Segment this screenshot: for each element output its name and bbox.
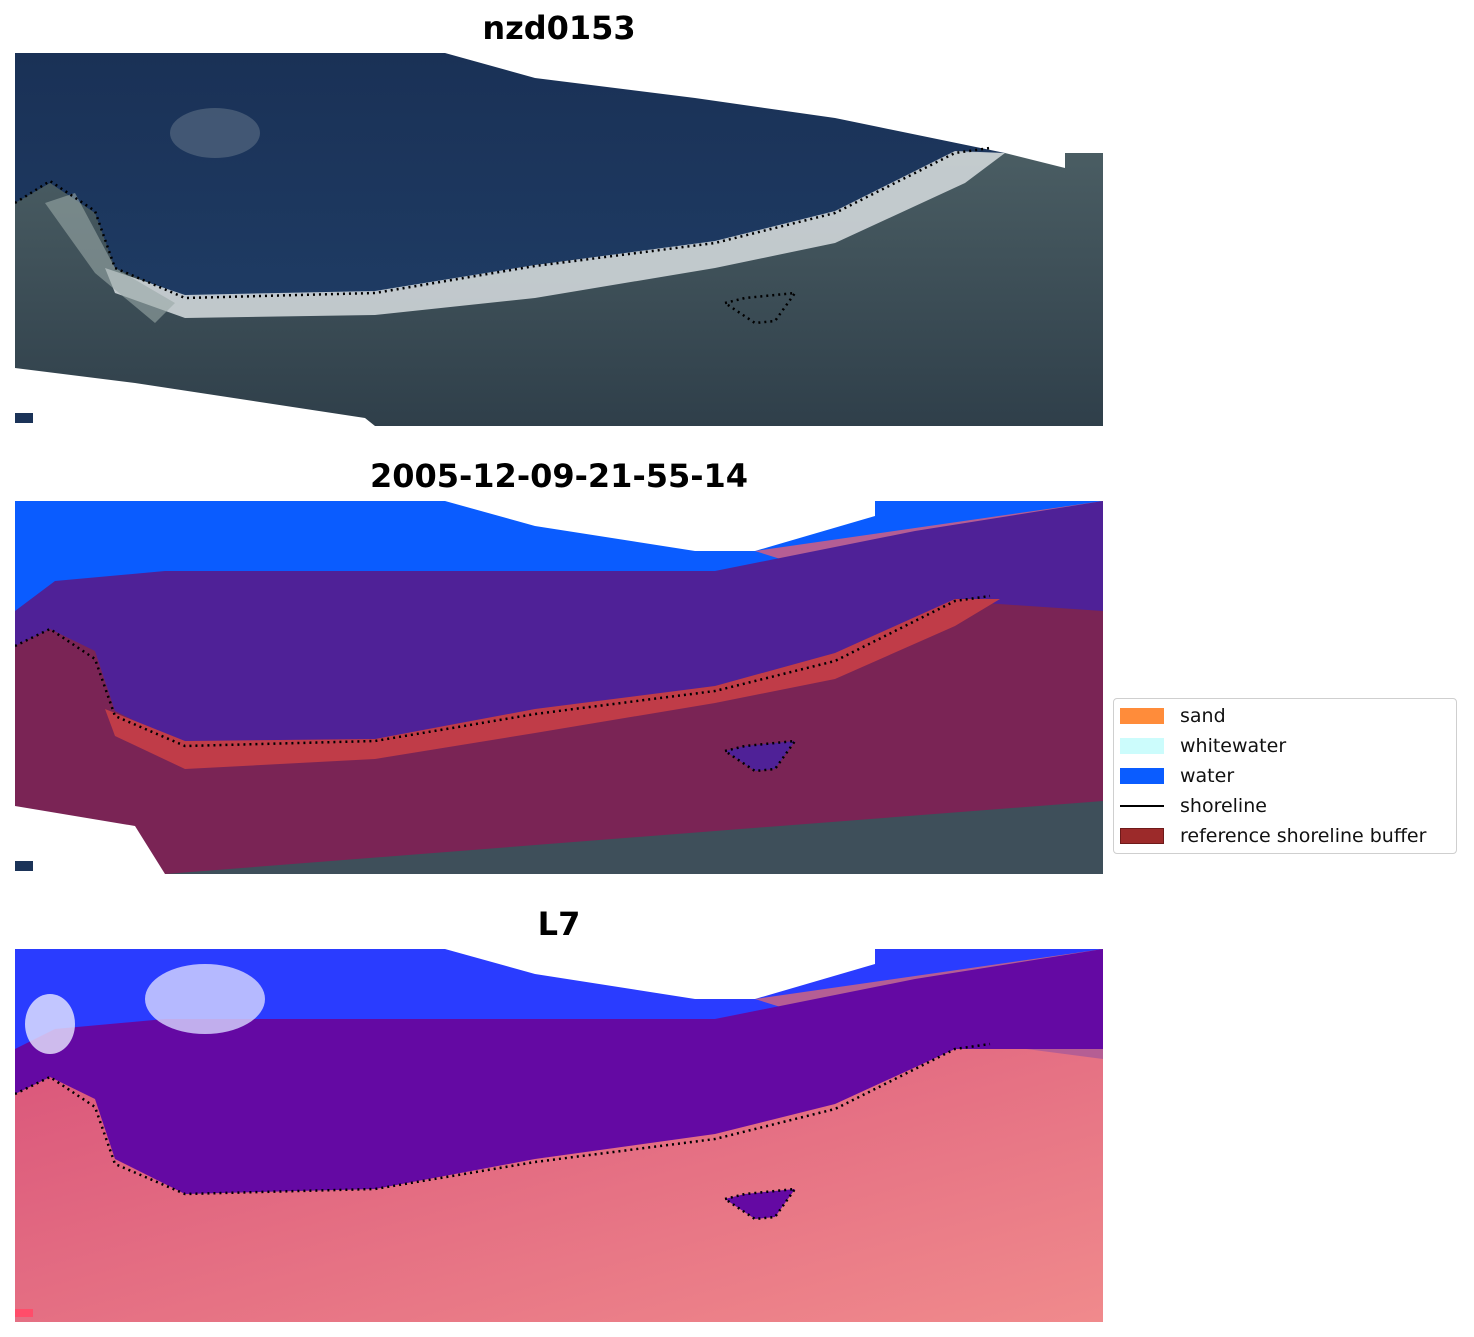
panel-title-index: L7	[537, 905, 581, 943]
legend-label: reference shoreline buffer	[1180, 825, 1427, 847]
classified-image-panel	[15, 501, 1103, 874]
classified-image	[15, 501, 1103, 874]
rgb-image-panel	[15, 53, 1103, 426]
legend-item-reference-buffer: reference shoreline buffer	[1120, 824, 1426, 848]
legend-item-sand: sand	[1120, 704, 1226, 728]
legend-swatch-sand	[1120, 708, 1164, 724]
index-image-panel	[15, 949, 1103, 1322]
legend-item-shoreline: shoreline	[1120, 794, 1267, 818]
panel-title-rgb: nzd0153	[482, 9, 636, 47]
legend-label: whitewater	[1180, 735, 1287, 757]
legend-label: sand	[1180, 705, 1226, 727]
legend-swatch-reference-buffer	[1120, 828, 1164, 844]
legend-swatch-whitewater	[1120, 738, 1164, 754]
legend-swatch-shoreline	[1120, 805, 1164, 807]
rgb-image	[15, 53, 1103, 426]
legend: sand whitewater water shoreline referenc…	[1113, 698, 1457, 854]
legend-label: water	[1180, 765, 1235, 787]
legend-item-water: water	[1120, 764, 1234, 788]
index-image	[15, 949, 1103, 1322]
legend-item-whitewater: whitewater	[1120, 734, 1286, 758]
panel-title-classified: 2005-12-09-21-55-14	[369, 457, 749, 495]
legend-label: shoreline	[1180, 795, 1267, 817]
legend-swatch-water	[1120, 768, 1164, 784]
